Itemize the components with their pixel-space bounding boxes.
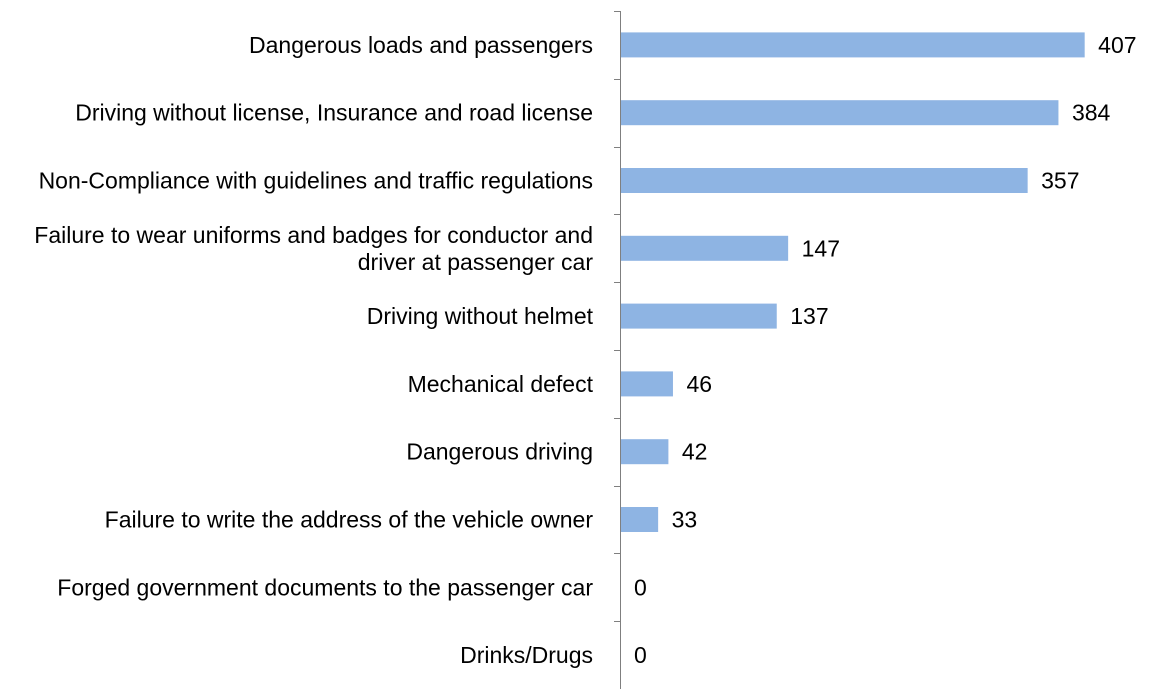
bar <box>620 439 669 465</box>
category-labels: Dangerous loads and passengers Driving wi… <box>34 32 593 668</box>
category-label: Forged government documents to the passe… <box>57 574 593 600</box>
category-label: Driving without helmet <box>367 303 594 329</box>
value-labels: 407 384 357 147 137 46 42 33 0 0 <box>634 32 1137 668</box>
bar <box>620 32 1085 58</box>
category-axis <box>614 11 621 689</box>
bar <box>620 371 673 397</box>
bar <box>620 303 777 329</box>
category-label: Failure to write the address of the vehi… <box>105 507 594 533</box>
bar <box>620 235 789 261</box>
category-label: Dangerous loads and passengers <box>249 32 593 58</box>
category-label: Failure to wear uniforms and badges for … <box>34 222 593 248</box>
bar <box>620 168 1028 193</box>
data-label: 384 <box>1072 100 1111 126</box>
data-label: 407 <box>1098 32 1136 58</box>
data-label: 46 <box>686 371 712 397</box>
category-label: Non-Compliance with guidelines and traff… <box>39 168 593 194</box>
data-label: 147 <box>802 235 840 261</box>
category-label: Drinks/Drugs <box>460 642 593 668</box>
data-label: 33 <box>672 507 698 533</box>
bar <box>620 100 1059 126</box>
category-label: driver at passenger car <box>358 249 594 275</box>
bar <box>620 507 659 532</box>
category-label: Dangerous driving <box>406 439 593 465</box>
category-label: Mechanical defect <box>408 371 594 397</box>
data-label: 42 <box>682 439 708 465</box>
data-label: 137 <box>790 303 828 329</box>
category-label: Driving without license, Insurance and r… <box>75 100 593 126</box>
bars-layer <box>620 32 1085 532</box>
data-label: 0 <box>634 642 647 668</box>
data-label: 0 <box>634 574 647 600</box>
data-label: 357 <box>1041 168 1079 194</box>
